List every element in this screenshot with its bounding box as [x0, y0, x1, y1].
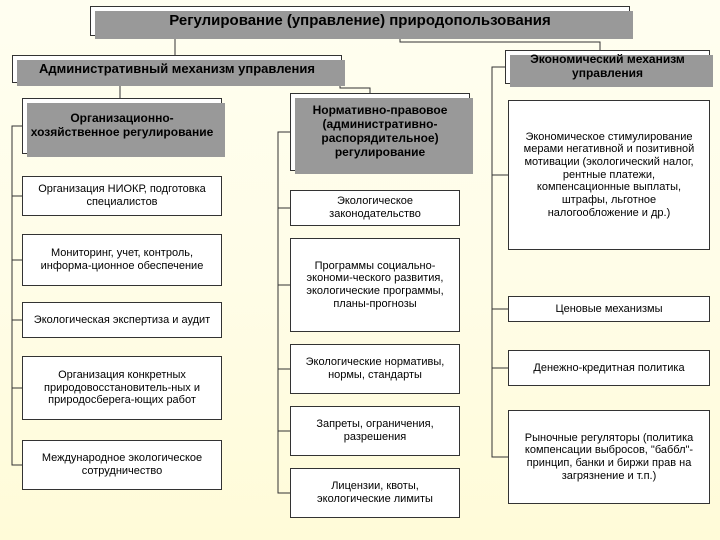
node-a1: Организационно-хозяйственное регулирован…	[22, 98, 222, 154]
connector-10	[278, 208, 290, 285]
node-a1_4-label: Организация конкретных природовосстанови…	[27, 369, 217, 407]
node-a1_5: Международное экологическое сотрудничест…	[22, 440, 222, 490]
node-a1_5-label: Международное экологическое сотрудничест…	[29, 452, 215, 477]
node-a2_4-label: Запреты, ограничения, разрешения	[297, 418, 453, 443]
node-econ-label: Экономический механизм управления	[510, 53, 705, 81]
connector-12	[278, 369, 290, 431]
node-a2: Нормативно-правовое (административно-рас…	[290, 93, 470, 171]
node-econ: Экономический механизм управления	[505, 50, 710, 84]
node-a2_5-label: Лицензии, квоты, экологические лимиты	[297, 480, 453, 505]
node-a1_3-label: Экологическая экспертиза и аудит	[34, 314, 210, 327]
node-e4-label: Рыночные регуляторы (политика компенсаци…	[515, 432, 703, 483]
node-a2_3-label: Экологические нормативы, нормы, стандарт…	[297, 356, 453, 381]
node-a1_2: Мониторинг, учет, контроль, информа-цион…	[22, 234, 222, 286]
connector-4	[12, 126, 22, 196]
connector-7	[12, 320, 22, 388]
connector-8	[12, 388, 22, 465]
node-a1-label: Организационно-хозяйственное регулирован…	[29, 112, 215, 140]
node-e2-label: Ценовые механизмы	[555, 303, 662, 316]
node-a2-label: Нормативно-правовое (административно-рас…	[295, 104, 465, 159]
node-a2_1-label: Экологическое законодательство	[297, 195, 453, 220]
connector-6	[12, 260, 22, 320]
node-a1_2-label: Мониторинг, учет, контроль, информа-цион…	[29, 247, 215, 272]
node-e1-label: Экономическое стимулирование мерами нега…	[515, 131, 703, 219]
connector-5	[12, 196, 22, 260]
node-a2_2-label: Программы социально-экономи-ческого разв…	[295, 260, 455, 311]
node-root-label: Регулирование (управление) природопользо…	[169, 12, 550, 29]
node-a2_3: Экологические нормативы, нормы, стандарт…	[290, 344, 460, 394]
node-a1_1-label: Организация НИОКР, подготовка специалист…	[29, 183, 215, 208]
connector-16	[492, 309, 508, 368]
node-e1: Экономическое стимулирование мерами нега…	[508, 100, 710, 250]
node-e4: Рыночные регуляторы (политика компенсаци…	[508, 410, 710, 504]
node-admin: Административный механизм управления	[12, 55, 342, 83]
node-a2_5: Лицензии, квоты, экологические лимиты	[290, 468, 460, 518]
node-a2_4: Запреты, ограничения, разрешения	[290, 406, 460, 456]
connector-9	[278, 132, 290, 208]
node-a1_3: Экологическая экспертиза и аудит	[22, 302, 222, 338]
connector-11	[278, 285, 290, 369]
node-a1_4: Организация конкретных природовосстанови…	[22, 356, 222, 420]
node-a2_2: Программы социально-экономи-ческого разв…	[290, 238, 460, 332]
node-a2_1: Экологическое законодательство	[290, 190, 460, 226]
node-e3-label: Денежно-кредитная политика	[533, 362, 684, 375]
node-e3: Денежно-кредитная политика	[508, 350, 710, 386]
connector-17	[492, 368, 508, 457]
connector-13	[278, 431, 290, 493]
node-admin-label: Административный механизм управления	[39, 62, 315, 77]
node-e2: Ценовые механизмы	[508, 296, 710, 322]
node-root: Регулирование (управление) природопользо…	[90, 6, 630, 36]
node-a1_1: Организация НИОКР, подготовка специалист…	[22, 176, 222, 216]
connector-15	[492, 175, 508, 309]
